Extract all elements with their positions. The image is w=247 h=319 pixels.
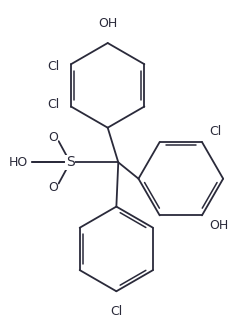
Text: Cl: Cl xyxy=(47,98,60,111)
Text: OH: OH xyxy=(210,219,229,232)
Text: Cl: Cl xyxy=(110,305,123,318)
Text: OH: OH xyxy=(98,17,117,30)
Text: HO: HO xyxy=(9,156,28,169)
Text: Cl: Cl xyxy=(210,125,222,138)
Text: S: S xyxy=(66,155,75,169)
Text: Cl: Cl xyxy=(47,60,60,73)
Text: O: O xyxy=(48,181,58,194)
Text: O: O xyxy=(48,131,58,144)
